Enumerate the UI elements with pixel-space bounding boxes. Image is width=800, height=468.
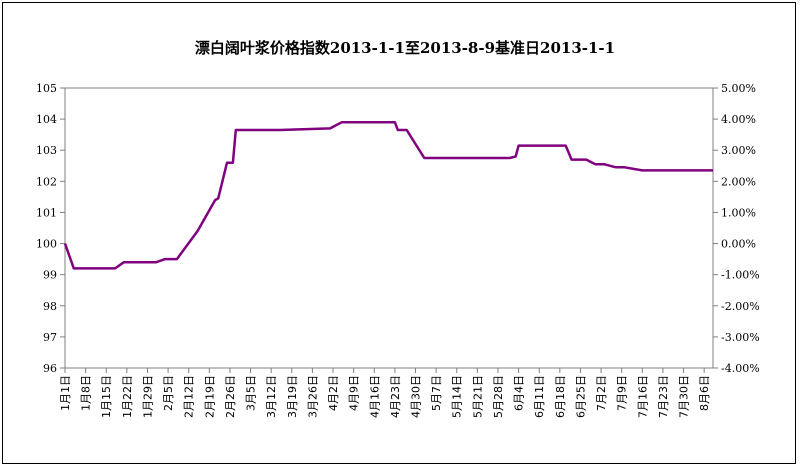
y-tick-label: 102 <box>36 175 57 188</box>
y-tick-label: 100 <box>36 238 57 251</box>
x-tick-label: 8月6日 <box>698 375 711 411</box>
series-group <box>63 120 713 270</box>
x-tick-label: 7月2日 <box>595 375 608 411</box>
x-tick-label: 1月15日 <box>100 375 113 418</box>
x-tick-label: 3月26日 <box>306 375 319 418</box>
x-tick-label: 1月8日 <box>80 375 93 411</box>
x-tick-label: 1月22日 <box>121 375 134 418</box>
x-tick-label: 1月1日 <box>59 375 72 411</box>
x-tick-label: 5月14日 <box>451 375 464 418</box>
x-tick-label: 6月18日 <box>554 375 567 418</box>
x-tick-label: 2月26日 <box>224 375 237 418</box>
y-axis-right: -4.00% -3.00% -2.00% -1.00% 0.00% 1.00% 2.00% 3… <box>713 82 760 375</box>
y2-tick-label: 4.00% <box>721 113 756 126</box>
x-tick-label: 2月5日 <box>162 375 175 411</box>
plot-area <box>64 87 714 369</box>
x-tick-label: 2月12日 <box>183 375 196 418</box>
x-tick-label: 2月19日 <box>203 375 216 418</box>
x-tick-label: 5月7日 <box>430 375 443 411</box>
y-tick-label: 99 <box>43 269 57 282</box>
y2-tick-label: -2.00% <box>721 300 760 313</box>
y2-tick-label: -4.00% <box>721 362 760 375</box>
y2-tick-label: -3.00% <box>721 331 760 344</box>
y2-tick-label: 1.00% <box>721 206 756 219</box>
chart-frame <box>2 2 796 464</box>
x-tick-label: 6月25日 <box>574 375 587 418</box>
x-tick-label: 1月29日 <box>141 375 154 418</box>
y-tick-label: 104 <box>36 113 57 126</box>
y2-tick-label: 5.00% <box>721 82 756 95</box>
x-axis: 1月1日 1月8日 1月15日 1月22日 1月29日 2月5日 2月12日 2月19日 2月2… <box>59 368 711 418</box>
y2-tick-label: 0.00% <box>721 238 756 251</box>
x-tick-label: 3月19日 <box>286 375 299 418</box>
x-tick-label: 4月9日 <box>348 375 361 411</box>
x-tick-label: 5月28日 <box>492 375 505 418</box>
y-tick-label: 101 <box>36 206 57 219</box>
x-tick-label: 4月16日 <box>368 375 381 418</box>
x-tick-label: 4月30日 <box>410 375 423 418</box>
y-axis-left: 96 97 98 99 100 101 102 103 104 105 <box>36 82 65 375</box>
x-tick-label: 4月2日 <box>327 375 340 411</box>
y-tick-label: 96 <box>43 362 57 375</box>
x-tick-label: 7月16日 <box>636 375 649 418</box>
x-tick-label: 5月21日 <box>471 375 484 418</box>
x-tick-label: 6月4日 <box>513 375 526 411</box>
series-line <box>63 120 713 270</box>
y-tick-label: 97 <box>43 331 57 344</box>
x-tick-label: 4月23日 <box>389 375 402 418</box>
x-tick-label: 3月12日 <box>265 375 278 418</box>
x-tick-label: 7月30日 <box>678 375 691 418</box>
x-tick-label: 7月9日 <box>616 375 629 411</box>
x-tick-label: 3月5日 <box>245 375 258 411</box>
x-tick-label: 7月23日 <box>657 375 670 418</box>
y-tick-label: 105 <box>36 82 57 95</box>
x-tick-label: 6月11日 <box>533 375 546 418</box>
chart-title: 漂白阔叶浆价格指数2013-1-1至2013-8-9基准日2013-1-1 <box>195 39 615 57</box>
y-tick-label: 98 <box>43 300 57 313</box>
y2-tick-label: 2.00% <box>721 175 756 188</box>
y-tick-label: 103 <box>36 144 57 157</box>
y2-tick-label: -1.00% <box>721 269 760 282</box>
y2-tick-label: 3.00% <box>721 144 756 157</box>
